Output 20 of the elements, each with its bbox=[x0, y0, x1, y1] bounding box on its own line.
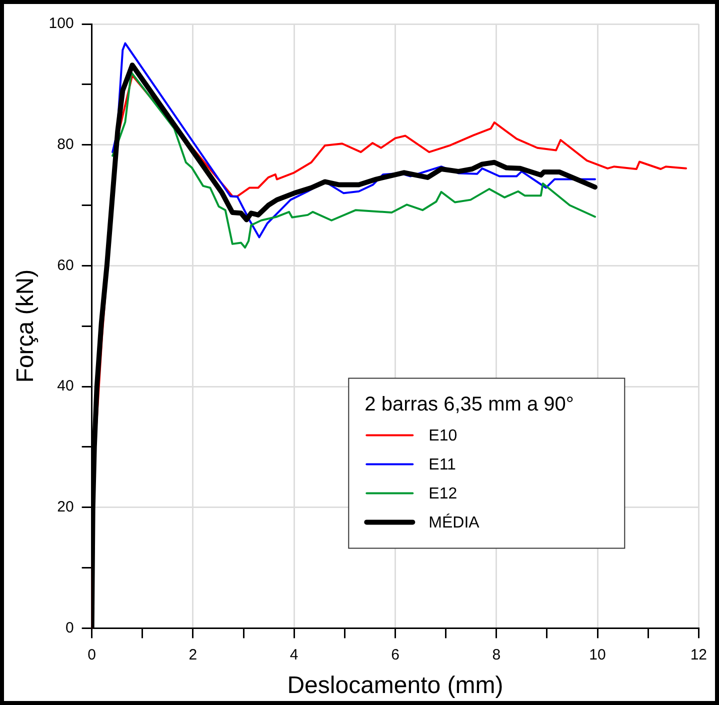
legend-label: E12 bbox=[428, 486, 458, 503]
x-tick-label: 4 bbox=[290, 646, 298, 664]
x-tick-label: 6 bbox=[391, 646, 400, 664]
y-tick-label: 100 bbox=[48, 15, 74, 32]
x-axis-title: Deslocamento (mm) bbox=[287, 672, 504, 700]
legend-title: 2 barras 6,35 mm a 90° bbox=[364, 394, 574, 416]
y-tick-label: 60 bbox=[57, 256, 74, 274]
x-tick-label: 12 bbox=[690, 646, 707, 664]
y-tick-label: 40 bbox=[57, 378, 74, 395]
y-tick-label: 0 bbox=[65, 619, 74, 636]
legend-label: E11 bbox=[428, 456, 456, 474]
legend-label: MÉDIA bbox=[428, 514, 480, 532]
y-tick-label: 80 bbox=[57, 136, 74, 153]
x-tick-label: 0 bbox=[88, 646, 96, 664]
x-tick-label: 10 bbox=[589, 646, 606, 664]
legend-label: E10 bbox=[428, 428, 458, 445]
y-axis-title: Força (kN) bbox=[12, 269, 40, 383]
x-tick-label: 2 bbox=[188, 646, 198, 664]
y-tick-label: 20 bbox=[57, 498, 74, 516]
x-tick-label: 8 bbox=[492, 646, 501, 664]
